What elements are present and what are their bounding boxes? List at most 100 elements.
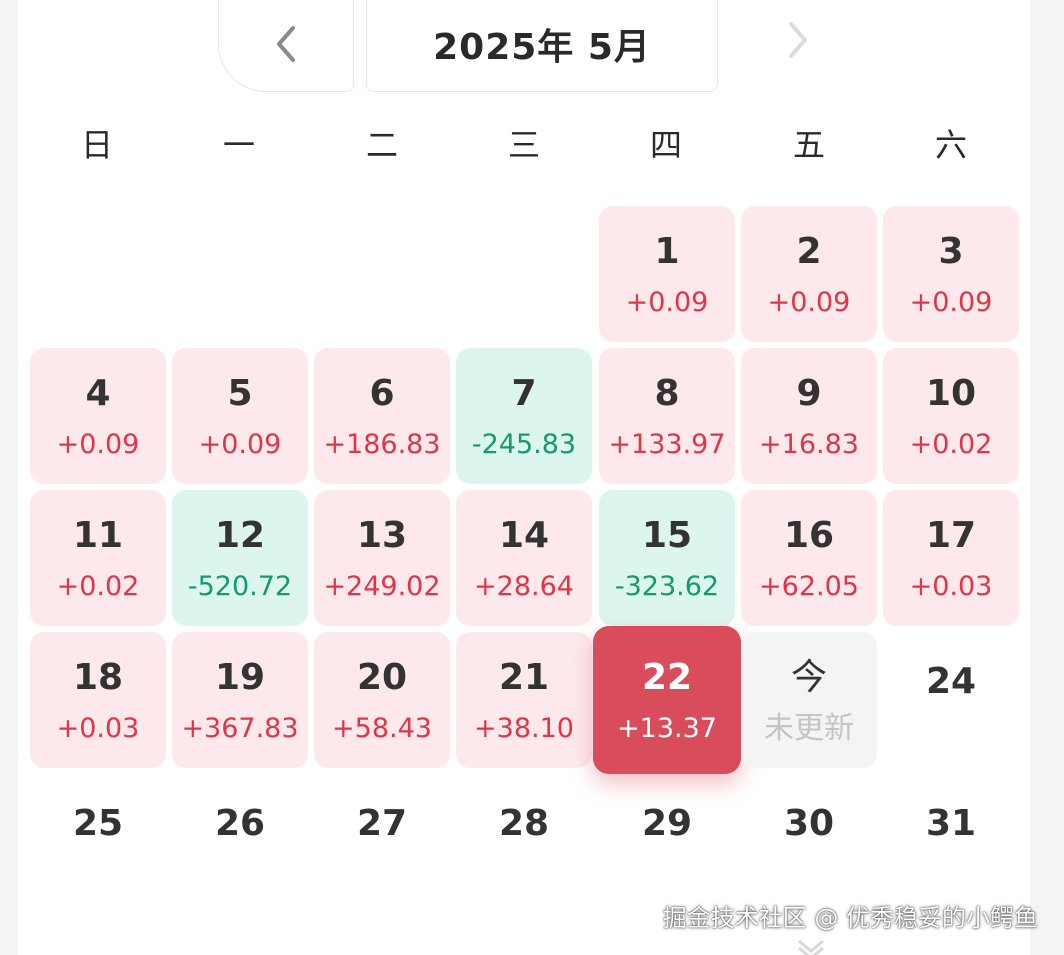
day-cell[interactable]: 12 -520.72 [172,490,308,626]
watermark: 掘金技术社区 @ 优秀稳妥的小鳄鱼 [662,904,1038,932]
day-profit-value: +0.09 [56,429,140,460]
day-cell[interactable]: 27 [314,774,450,910]
prev-month-button[interactable] [218,0,354,92]
day-number: 19 [214,657,266,698]
day-cell[interactable]: 1 +0.09 [599,206,735,342]
day-number: 27 [356,803,408,844]
day-number: 9 [796,373,822,414]
day-number: 15 [641,515,693,556]
day-number: 14 [498,515,550,556]
day-profit-value: +133.97 [608,429,726,460]
day-cell[interactable]: 20 +58.43 [314,632,450,768]
day-cell[interactable]: 5 +0.09 [172,348,308,484]
next-month-button[interactable] [758,8,838,72]
day-profit-value: +0.09 [625,287,709,318]
day-profit-value: +28.64 [474,571,574,602]
chevron-left-icon [277,26,295,62]
weekday-label: 二 [365,126,398,164]
calendar-panel: 2025年 5月 日 一 二 三 四 五 六 1 +0.09 2 +0.09 3 +0.09 4 +0.0… [18,0,1030,955]
weekday-label: 六 [934,126,967,164]
day-profit-value: +16.83 [759,429,859,460]
day-profit-value: +0.02 [909,429,993,460]
day-cell[interactable]: 18 +0.03 [30,632,166,768]
day-profit-value: 未更新 [764,711,854,746]
day-number: 5 [227,373,253,414]
day-cell[interactable]: 30 [741,774,877,910]
day-cell[interactable]: 6 +186.83 [314,348,450,484]
day-cell[interactable]: 8 +133.97 [599,348,735,484]
day-cell[interactable]: 3 +0.09 [883,206,1019,342]
day-number: 11 [72,515,124,556]
day-number: 21 [498,657,550,698]
day-profit-value: +0.09 [909,287,993,318]
day-number: 29 [641,803,693,844]
day-cell[interactable]: 今未更新 [741,632,877,768]
day-profit-value: +367.83 [181,713,299,744]
chevron-right-icon [789,22,807,58]
day-profit-value: -245.83 [471,429,577,460]
day-cell[interactable]: 29 [599,774,735,910]
day-number: 30 [783,803,835,844]
day-number: 8 [654,373,680,414]
day-number: 16 [783,515,835,556]
day-cell[interactable]: 16 +62.05 [741,490,877,626]
day-profit-value: +62.05 [759,571,859,602]
day-profit-value: +249.02 [323,571,441,602]
month-title: 2025年 5月 [366,0,718,92]
day-cell[interactable]: 14 +28.64 [456,490,592,626]
day-cell[interactable]: 10 +0.02 [883,348,1019,484]
day-number: 4 [85,373,111,414]
day-number: 17 [925,515,977,556]
watermark-logo-icon [798,939,824,955]
day-profit-value: +0.09 [198,429,282,460]
day-profit-value: +0.03 [909,571,993,602]
day-number: 12 [214,515,266,556]
day-number: 25 [72,803,124,844]
weekday-label: 五 [792,126,825,164]
day-number: 20 [356,657,408,698]
day-number: 今 [790,657,827,698]
day-profit-value: -323.62 [614,571,720,602]
day-profit-value: +186.83 [323,429,441,460]
day-cell[interactable]: 28 [456,774,592,910]
day-profit-value: +0.09 [767,287,851,318]
day-number: 22 [641,657,693,698]
day-profit-value: -520.72 [187,571,293,602]
day-profit-value: +0.02 [56,571,140,602]
day-cell[interactable]: 21 +38.10 [456,632,592,768]
day-cell[interactable]: 31 [883,774,1019,910]
weekday-label: 三 [507,126,540,164]
day-cell[interactable]: 15 -323.62 [599,490,735,626]
day-profit-value: +0.03 [56,713,140,744]
day-profit-value: +58.43 [332,713,432,744]
day-cell[interactable]: 17 +0.03 [883,490,1019,626]
day-number: 28 [498,803,550,844]
day-cell[interactable]: 2 +0.09 [741,206,877,342]
day-number: 10 [925,373,977,414]
day-number: 1 [654,231,680,272]
day-cell[interactable]: 19 +367.83 [172,632,308,768]
day-profit-value: +38.10 [474,713,574,744]
day-number: 6 [369,373,395,414]
day-cell[interactable]: 4 +0.09 [30,348,166,484]
day-number: 2 [796,231,822,272]
day-profit-value: +13.37 [617,713,717,744]
day-number: 13 [356,515,408,556]
day-number: 7 [511,373,537,414]
day-number: 18 [72,657,124,698]
day-cell[interactable]: 13 +249.02 [314,490,450,626]
weekday-label: 一 [222,126,255,164]
day-cell[interactable]: 26 [172,774,308,910]
day-number: 31 [925,803,977,844]
day-cell[interactable]: 11 +0.02 [30,490,166,626]
day-cell[interactable]: 7 -245.83 [456,348,592,484]
day-cell[interactable]: 9 +16.83 [741,348,877,484]
weekday-label: 日 [80,126,113,164]
day-number: 24 [925,661,977,702]
day-number: 3 [938,231,964,272]
day-cell-today[interactable]: 22 +13.37 [593,626,741,774]
weekday-label: 四 [649,126,682,164]
day-cell[interactable]: 25 [30,774,166,910]
day-cell[interactable]: 24 [883,632,1019,768]
day-number: 26 [214,803,266,844]
